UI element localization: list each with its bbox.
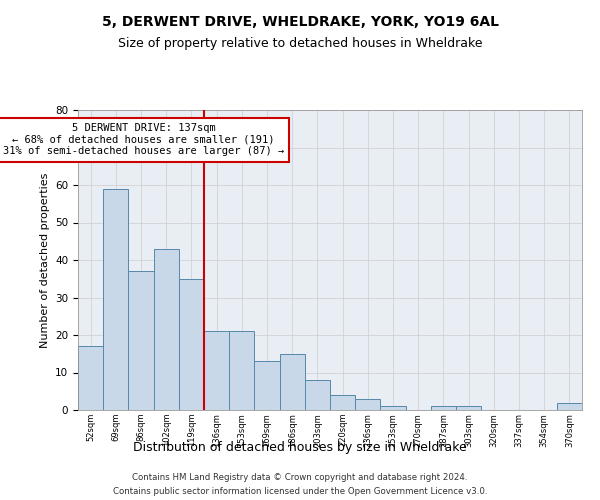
Bar (330, 395, 355, 410)
Text: Size of property relative to detached houses in Wheldrake: Size of property relative to detached ho… (118, 38, 482, 51)
Bar (280, 354, 305, 410)
Y-axis label: Number of detached properties: Number of detached properties (40, 172, 50, 348)
Bar (204, 331, 229, 410)
Bar (254, 361, 280, 410)
Bar (305, 380, 330, 410)
Bar (179, 279, 204, 410)
Bar (128, 271, 154, 410)
Bar (431, 406, 456, 410)
Bar (229, 331, 254, 410)
Text: Contains HM Land Registry data © Crown copyright and database right 2024.: Contains HM Land Registry data © Crown c… (132, 473, 468, 482)
Bar (456, 406, 481, 410)
Bar (154, 248, 179, 410)
Bar (355, 399, 380, 410)
Text: 5 DERWENT DRIVE: 137sqm
← 68% of detached houses are smaller (191)
31% of semi-d: 5 DERWENT DRIVE: 137sqm ← 68% of detache… (3, 123, 284, 156)
Bar (557, 402, 582, 410)
Text: Distribution of detached houses by size in Wheldrake: Distribution of detached houses by size … (133, 441, 467, 454)
Text: 5, DERWENT DRIVE, WHELDRAKE, YORK, YO19 6AL: 5, DERWENT DRIVE, WHELDRAKE, YORK, YO19 … (101, 15, 499, 29)
Bar (103, 188, 128, 410)
Text: Contains public sector information licensed under the Open Government Licence v3: Contains public sector information licen… (113, 486, 487, 496)
Bar (380, 406, 406, 410)
Bar (78, 346, 103, 410)
